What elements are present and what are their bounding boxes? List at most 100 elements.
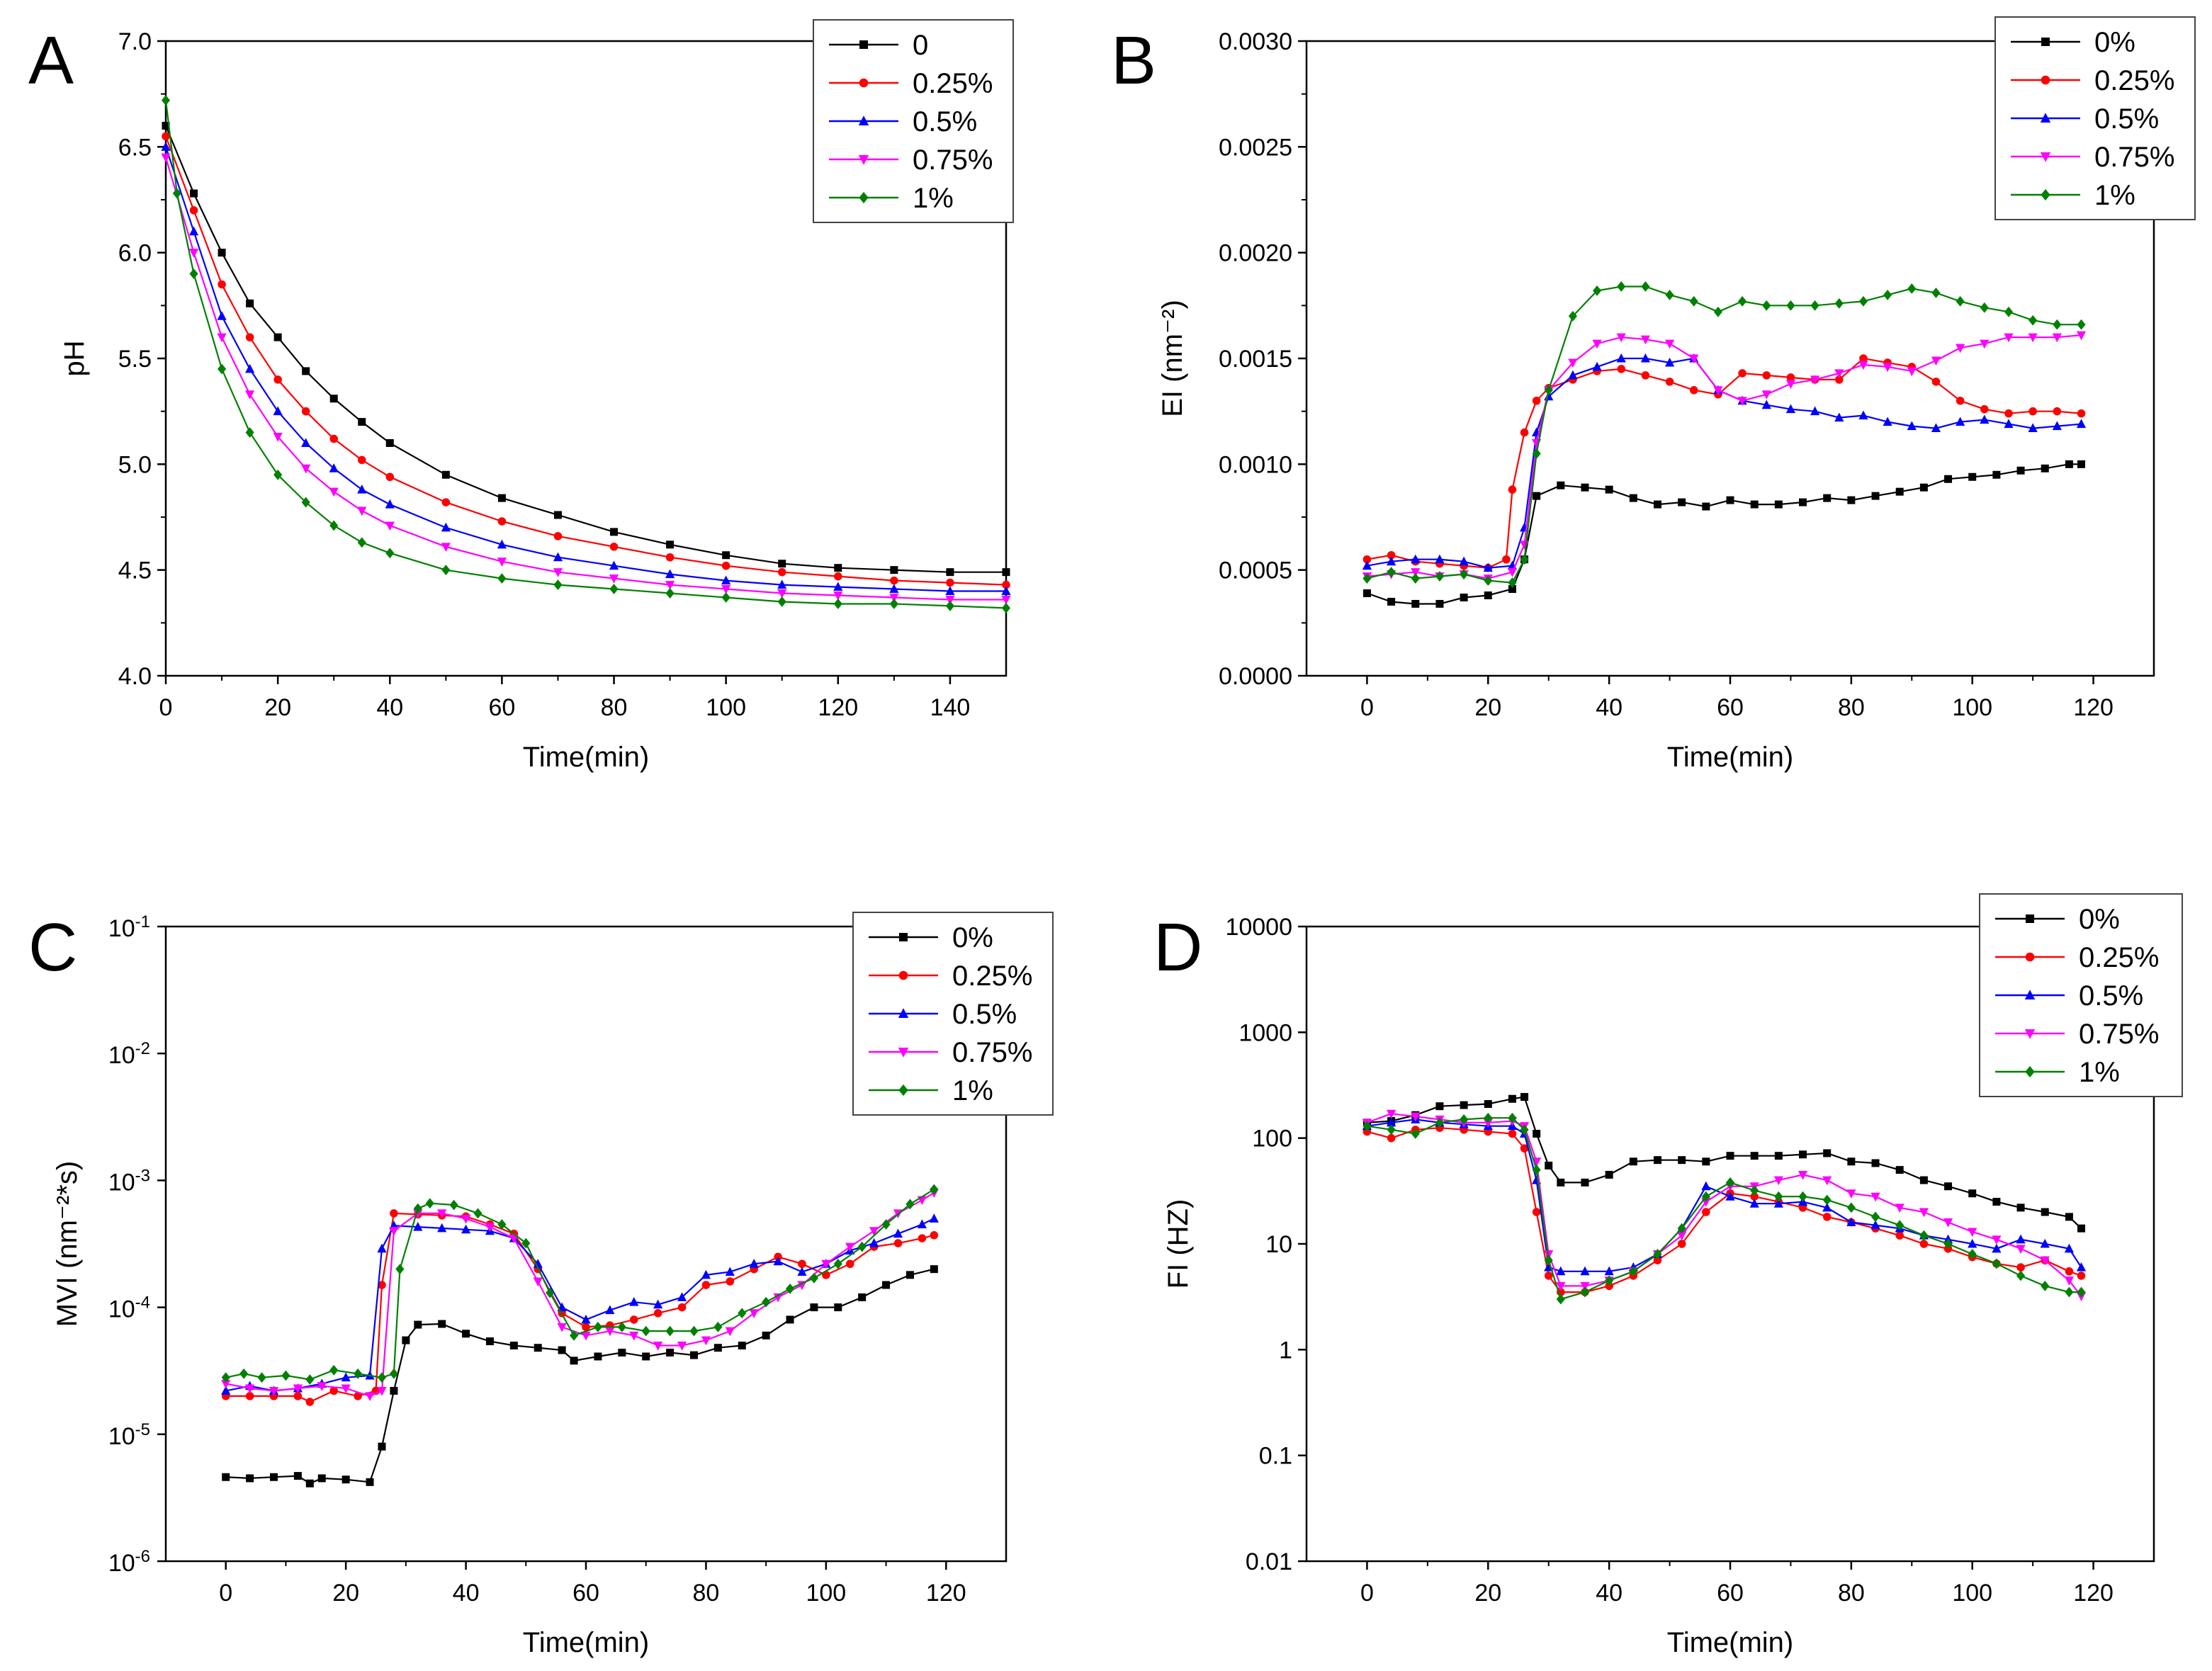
series-line xyxy=(1367,334,2082,579)
data-point xyxy=(1847,1157,1856,1166)
series-2 xyxy=(1362,354,2086,572)
y-tick-label: 0.0030 xyxy=(1219,28,1292,55)
data-point xyxy=(1785,404,1796,414)
data-point xyxy=(1653,500,1661,509)
y-tick-label: 10-3 xyxy=(108,1166,150,1196)
data-point xyxy=(642,1352,650,1361)
data-point xyxy=(1895,487,1904,496)
data-point xyxy=(2065,1213,2073,1221)
panel-c: C 0 20 40 60 80 100 120 10-6 10-5 10-4 10-3 10-2 10-1… xyxy=(28,910,1054,1658)
data-point xyxy=(833,599,842,609)
data-point xyxy=(1484,1112,1493,1123)
data-point xyxy=(1002,580,1010,589)
data-point xyxy=(1532,1208,1541,1216)
data-point xyxy=(1931,378,1941,386)
data-point xyxy=(773,1256,783,1266)
data-point xyxy=(2053,407,2062,416)
series-line xyxy=(164,136,1007,586)
data-point xyxy=(593,1321,602,1332)
data-point xyxy=(161,142,171,151)
data-point xyxy=(1761,400,1771,409)
data-point xyxy=(677,1303,687,1312)
data-point xyxy=(1532,448,1541,459)
data-point xyxy=(1520,1124,1529,1135)
data-point xyxy=(172,188,181,199)
legend-marker xyxy=(899,933,908,941)
x-tick-label: 40 xyxy=(453,1580,480,1607)
data-point xyxy=(497,557,507,567)
data-point xyxy=(1544,1271,1553,1280)
data-point xyxy=(1870,1211,1880,1223)
data-point xyxy=(449,1199,458,1211)
data-point xyxy=(1605,1281,1613,1291)
series-1 xyxy=(1362,460,2085,608)
data-point xyxy=(273,469,283,480)
data-point xyxy=(1944,475,1953,483)
data-point xyxy=(749,1309,759,1318)
data-point xyxy=(1592,339,1602,349)
data-point xyxy=(162,132,170,141)
data-point xyxy=(305,1374,315,1385)
data-point xyxy=(869,1237,879,1247)
data-point xyxy=(1387,1133,1396,1143)
series-line xyxy=(225,1268,935,1485)
data-point xyxy=(1507,568,1518,577)
data-point xyxy=(2077,409,2086,418)
data-point xyxy=(1810,406,1820,416)
data-point xyxy=(269,1473,278,1481)
data-point xyxy=(1738,295,1747,307)
data-point xyxy=(341,1384,351,1394)
data-point xyxy=(2076,419,2087,429)
data-point xyxy=(269,1386,279,1396)
data-point xyxy=(833,582,843,591)
data-point xyxy=(1810,375,1820,385)
data-point xyxy=(1581,483,1589,492)
y-tick-label: 10000 xyxy=(1225,914,1292,941)
data-point xyxy=(809,1272,818,1284)
data-point xyxy=(890,576,898,585)
y-tick-label: 0.0020 xyxy=(1219,240,1292,267)
data-point xyxy=(1629,1266,1638,1277)
data-point xyxy=(437,1209,447,1219)
legend-marker xyxy=(858,115,869,125)
data-point xyxy=(413,1203,422,1214)
data-point xyxy=(1968,1189,1977,1198)
panel-label: A xyxy=(28,23,74,98)
legend-marker xyxy=(898,1084,908,1097)
data-point xyxy=(497,1219,507,1230)
panel-d: D 0 20 40 60 80 100 120 0.01 0.1 1 10 100 1000 10000 Ti… xyxy=(1153,893,2183,1658)
data-point xyxy=(245,427,254,438)
data-point xyxy=(557,1322,567,1332)
data-point xyxy=(534,1344,542,1352)
data-point xyxy=(1980,302,1989,313)
data-point xyxy=(1992,1243,2002,1253)
data-point xyxy=(1895,1166,1904,1174)
x-axis-label: Time(min) xyxy=(1667,742,1794,773)
data-point xyxy=(1822,1213,1832,1221)
data-point xyxy=(1956,417,1965,426)
data-point xyxy=(365,1392,375,1402)
data-point xyxy=(605,1327,615,1337)
data-point xyxy=(929,1213,939,1223)
data-point xyxy=(1943,1238,1953,1250)
legend-label: 0 xyxy=(913,30,928,61)
data-point xyxy=(890,566,898,574)
data-point xyxy=(1435,571,1444,582)
data-point xyxy=(441,522,451,532)
legend: 0 0.25% 0.5% 0.75% 1% xyxy=(813,19,1014,223)
data-point xyxy=(1738,369,1747,378)
y-tick-label: 1000 xyxy=(1238,1019,1292,1046)
data-point xyxy=(2004,333,2014,343)
data-point xyxy=(1773,1176,1783,1186)
data-point xyxy=(1664,339,1675,349)
data-point xyxy=(1604,1266,1614,1276)
data-point xyxy=(930,1184,939,1195)
data-point xyxy=(239,1368,249,1379)
x-tick-label: 20 xyxy=(332,1580,359,1607)
data-point xyxy=(1834,369,1844,379)
x-tick-label: 80 xyxy=(693,1580,720,1607)
data-point xyxy=(1568,310,1577,322)
y-tick-label: 0.0025 xyxy=(1219,134,1292,161)
data-point xyxy=(385,521,395,531)
data-point xyxy=(666,540,675,549)
